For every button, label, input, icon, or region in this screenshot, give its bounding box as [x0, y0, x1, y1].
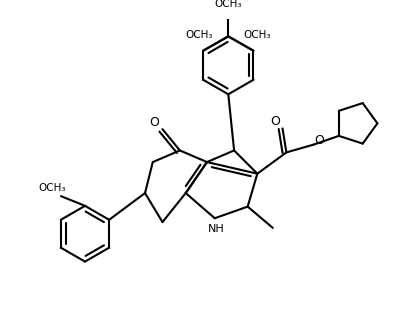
- Text: NH: NH: [208, 224, 225, 234]
- Text: O: O: [149, 116, 159, 129]
- Text: O: O: [313, 134, 323, 147]
- Text: OCH₃: OCH₃: [214, 0, 242, 9]
- Text: OCH₃: OCH₃: [243, 30, 270, 40]
- Text: OCH₃: OCH₃: [39, 182, 66, 193]
- Text: OCH₃: OCH₃: [185, 30, 213, 40]
- Text: O: O: [270, 115, 280, 128]
